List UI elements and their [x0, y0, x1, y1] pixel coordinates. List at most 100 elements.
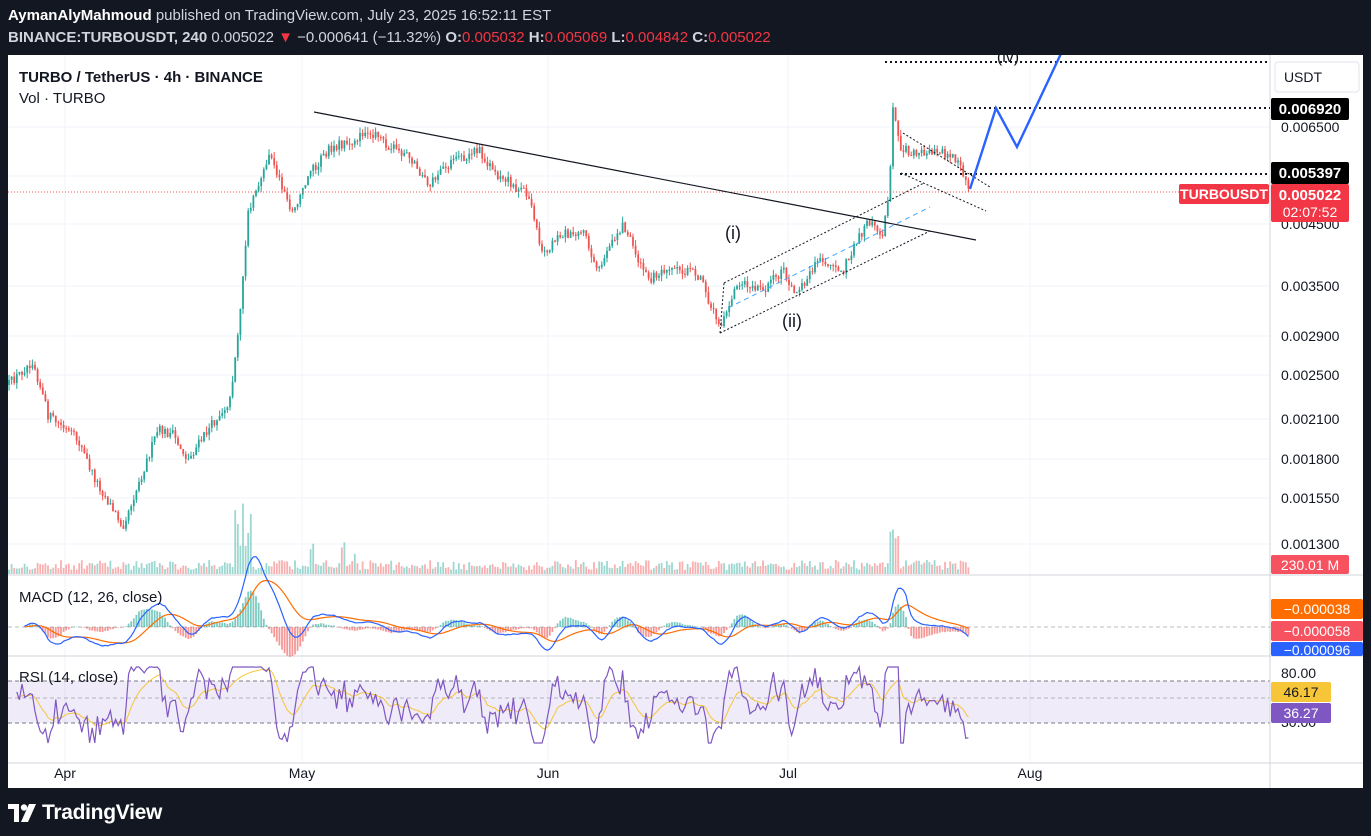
- candle-body: [210, 420, 213, 428]
- tradingview-brand[interactable]: TradingView: [42, 801, 163, 824]
- volume-bar: [104, 562, 107, 574]
- rsi-value: 36.27: [1283, 705, 1318, 721]
- volume-bar: [829, 565, 832, 574]
- macd-hist-bar: [491, 627, 494, 632]
- volume-bar: [811, 567, 814, 574]
- macd-hist-bar: [270, 627, 273, 634]
- candle-body: [478, 147, 481, 154]
- channel-edge[interactable]: [719, 282, 725, 334]
- drawings[interactable]: (i) (ii) (iv): [313, 55, 1270, 334]
- macd-hist-bar: [106, 627, 109, 631]
- flag-upper-line[interactable]: [902, 132, 991, 188]
- candle-body: [465, 159, 468, 161]
- volume-bar: [528, 565, 530, 574]
- candle-body: [702, 276, 705, 282]
- macd-hist-bar: [416, 627, 419, 631]
- volume-bar: [954, 563, 957, 574]
- macd-hist-bar: [424, 627, 426, 632]
- projection-path[interactable]: [968, 55, 1066, 190]
- macd-hist-bar: [801, 627, 803, 633]
- macd-hist-bar: [905, 617, 907, 627]
- macd-hist-bar: [910, 627, 913, 636]
- volume-bar: [190, 569, 192, 574]
- macd-hist-bar: [275, 627, 278, 642]
- candle-body: [73, 430, 75, 432]
- author-name[interactable]: AymanAlyMahmoud: [8, 7, 152, 24]
- channel-upper-line[interactable]: [723, 182, 925, 284]
- candle-body: [837, 267, 840, 272]
- candle-body: [658, 275, 660, 278]
- candle-body: [112, 503, 114, 512]
- macd-legend[interactable]: MACD (12, 26, close): [19, 589, 162, 606]
- candle-body: [920, 149, 923, 153]
- macd-hist-bar: [780, 623, 783, 627]
- volume-bar: [671, 562, 673, 574]
- macd-hist-bar: [912, 627, 915, 639]
- candle-body: [356, 140, 359, 142]
- candle-body: [234, 357, 237, 382]
- candle-body: [15, 373, 18, 383]
- volume-bar: [44, 563, 47, 574]
- candle-body: [275, 165, 278, 176]
- volume-legend[interactable]: Vol · TURBO: [19, 90, 105, 107]
- macd-hist-bar: [845, 627, 848, 630]
- macd-hist-bar: [288, 627, 291, 657]
- candle-body: [242, 276, 244, 309]
- macd-hist-bar: [281, 627, 283, 650]
- macd-hist-value: −0.000058: [1284, 623, 1351, 639]
- macd-hist-bar: [457, 620, 460, 627]
- candle-body: [78, 440, 81, 446]
- volume-bar: [197, 562, 200, 574]
- macd-hist-bar: [522, 627, 525, 629]
- volume-bar: [387, 564, 390, 574]
- volume-bar: [460, 569, 463, 574]
- macd-hist-bar: [473, 625, 476, 627]
- down-arrow-icon: ▼: [278, 29, 293, 46]
- candle-body: [104, 495, 107, 497]
- volume-bar: [23, 563, 26, 574]
- volume-bar: [455, 569, 458, 574]
- candle-body: [424, 175, 426, 178]
- flag-lower-line[interactable]: [900, 172, 987, 212]
- candle-body: [853, 243, 855, 256]
- volume-bar: [743, 561, 746, 574]
- volume-bar: [385, 563, 387, 574]
- volume-bar: [130, 569, 133, 574]
- candle-body: [385, 139, 387, 148]
- candle-body: [361, 132, 364, 137]
- price-axis[interactable]: 0.0065000.0055000.0045000.0035000.002900…: [1281, 119, 1340, 552]
- macd-hist-bar: [161, 615, 164, 627]
- macd-hist-bar: [933, 627, 936, 634]
- macd-hist-bar: [879, 627, 881, 629]
- candle-body: [101, 491, 104, 496]
- candle-body: [847, 258, 850, 260]
- candle-body: [231, 381, 234, 397]
- macd-hist-bar: [574, 620, 577, 627]
- chart-area[interactable]: (i) (ii) (iv) TURBO / TetherUS · 4h · BI…: [8, 55, 1363, 788]
- tradingview-logo-icon[interactable]: [8, 804, 36, 822]
- macd-hist-bar: [811, 624, 814, 627]
- candle-body: [819, 258, 822, 262]
- volume-bar: [491, 564, 494, 574]
- macd-hist-bar: [723, 627, 725, 634]
- open-value: 0.005032: [462, 29, 525, 46]
- chart-canvas[interactable]: (i) (ii) (iv) TURBO / TetherUS · 4h · BI…: [8, 55, 1363, 788]
- macd-hist-bar: [49, 627, 52, 639]
- rsi-legend[interactable]: RSI (14, close): [19, 669, 118, 686]
- candle-body: [99, 480, 101, 492]
- channel-midline[interactable]: [727, 206, 931, 309]
- currency-button[interactable]: [1274, 61, 1360, 93]
- candle-body: [645, 269, 647, 273]
- volume-bar: [153, 561, 156, 574]
- candle-body: [834, 265, 837, 268]
- volume-bar: [49, 569, 52, 574]
- candle-body: [803, 283, 806, 286]
- candle-body: [429, 185, 432, 187]
- volume-bar: [561, 566, 564, 574]
- channel-lower-line[interactable]: [719, 230, 931, 334]
- chart-title[interactable]: TURBO / TetherUS · 4h · BINANCE: [19, 69, 263, 86]
- candle-body: [351, 144, 354, 146]
- descending-trendline[interactable]: [313, 111, 977, 241]
- candle-body: [205, 432, 208, 435]
- candle-body: [910, 154, 913, 156]
